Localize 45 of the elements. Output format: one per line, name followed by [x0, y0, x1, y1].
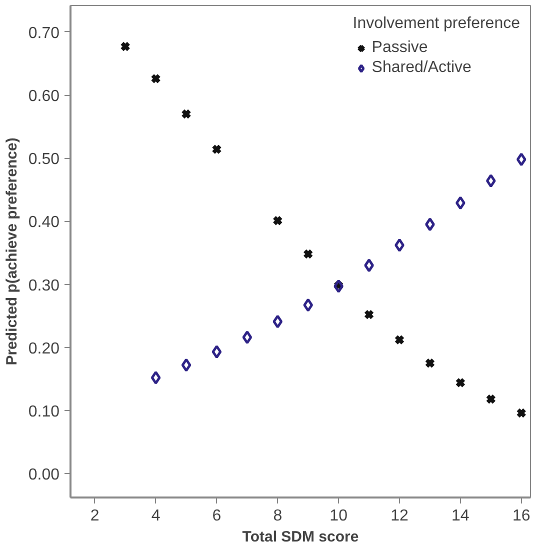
x-tick-label: 16	[512, 508, 530, 524]
point	[212, 144, 222, 154]
x-axis-title: Total SDM score	[242, 528, 359, 546]
point	[456, 196, 466, 210]
point	[181, 358, 192, 372]
point	[394, 238, 404, 252]
legend-label: Shared/Active	[372, 59, 472, 77]
x-tick-label: 8	[273, 508, 282, 524]
point	[425, 218, 435, 232]
point	[486, 174, 496, 188]
point	[364, 258, 374, 272]
x-tick-label: 12	[390, 508, 409, 524]
x-tick-label: 14	[452, 508, 470, 524]
point	[516, 152, 526, 166]
x-tick-label: 6	[212, 508, 222, 524]
y-tick-label: 0.00	[28, 466, 60, 484]
y-tick-label: 0.40	[28, 214, 60, 232]
legend-title: Involvement preference	[352, 15, 520, 33]
point	[242, 330, 252, 344]
point	[486, 394, 496, 404]
y-tick-label: 0.50	[28, 151, 60, 168]
y-tick-label: 0.70	[28, 24, 60, 42]
point	[303, 298, 314, 312]
point	[302, 248, 314, 260]
x-tick-label: 10	[330, 508, 348, 524]
point	[364, 309, 374, 320]
y-tick-label: 0.10	[28, 403, 60, 420]
point	[120, 41, 131, 52]
y-tick-label: 0.60	[28, 88, 60, 106]
point	[272, 314, 283, 328]
point	[424, 358, 436, 368]
y-tick-label: 0.30	[28, 277, 60, 294]
point	[455, 378, 466, 388]
x-tick-label: 2	[90, 508, 100, 524]
point	[181, 108, 192, 120]
legend-label: Passive	[372, 39, 428, 57]
point	[516, 408, 527, 418]
point	[272, 215, 283, 226]
point	[150, 370, 161, 384]
y-tick-label: 0.20	[28, 340, 60, 358]
y-axis-title: Predicted p(achieve preference)	[3, 138, 20, 366]
point	[150, 73, 161, 84]
x-tick-label: 4	[151, 508, 160, 524]
point	[212, 345, 222, 359]
point	[394, 334, 405, 345]
